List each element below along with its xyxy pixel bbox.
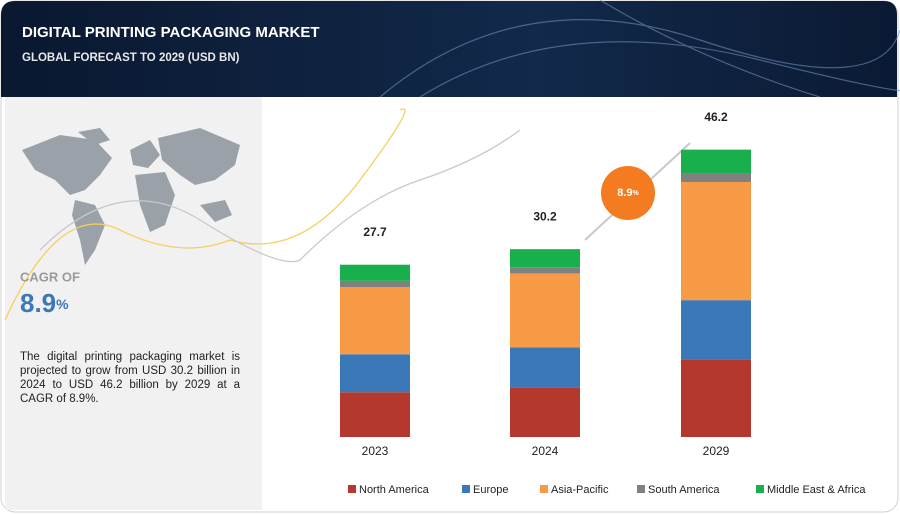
total-label: 46.2 — [704, 110, 728, 124]
legend-label: Asia-Pacific — [551, 484, 609, 496]
bar-segment — [510, 249, 580, 268]
legend-label: Middle East & Africa — [767, 484, 866, 496]
world-map — [22, 128, 240, 265]
bar-segment — [340, 264, 410, 281]
bar-segment — [510, 347, 580, 388]
bar-segment — [340, 354, 410, 393]
decor-curves — [4, 108, 521, 321]
description: The digital printing packaging market is… — [20, 351, 240, 405]
bar-segment — [510, 267, 580, 274]
legend-swatch — [637, 485, 645, 493]
bar-segment — [340, 287, 410, 355]
legend-swatch — [540, 485, 548, 493]
bar-segment — [681, 149, 751, 174]
header-band — [1, 1, 897, 97]
bubble-value: 8.9 — [617, 187, 632, 199]
bar-segment — [510, 273, 580, 348]
bar-segment — [681, 300, 751, 360]
legend-swatch — [348, 485, 356, 493]
x-tick-label: 2023 — [362, 444, 389, 458]
cagr-figure: 8.9% — [20, 288, 69, 318]
subtitle: GLOBAL FORECAST TO 2029 (USD BN) — [22, 52, 240, 64]
bar-segment — [681, 181, 751, 301]
total-label: 30.2 — [533, 209, 557, 223]
legend-label: South America — [648, 484, 720, 496]
bubble-label: 8.9% — [617, 187, 639, 199]
legend-label: North America — [359, 484, 430, 496]
bar-segment — [510, 387, 580, 437]
bubble-unit: % — [633, 190, 640, 197]
header-decor — [379, 0, 900, 98]
bar-segment — [681, 173, 751, 182]
x-tick-label: 2029 — [703, 444, 730, 458]
bar-segment — [340, 280, 410, 288]
legend-swatch — [462, 485, 470, 493]
cagr-unit: % — [56, 296, 69, 312]
x-tick-label: 2024 — [532, 444, 559, 458]
title: DIGITAL PRINTING PACKAGING MARKET — [22, 24, 320, 41]
legend-label: Europe — [473, 484, 508, 496]
cagr-label: CAGR OF — [20, 269, 80, 284]
total-label: 27.7 — [363, 225, 387, 239]
bar-segment — [340, 392, 410, 437]
legend-swatch — [756, 485, 764, 493]
cagr-bubble — [601, 166, 655, 220]
bar-segment — [681, 359, 751, 437]
cagr-value: 8.9 — [20, 288, 56, 318]
